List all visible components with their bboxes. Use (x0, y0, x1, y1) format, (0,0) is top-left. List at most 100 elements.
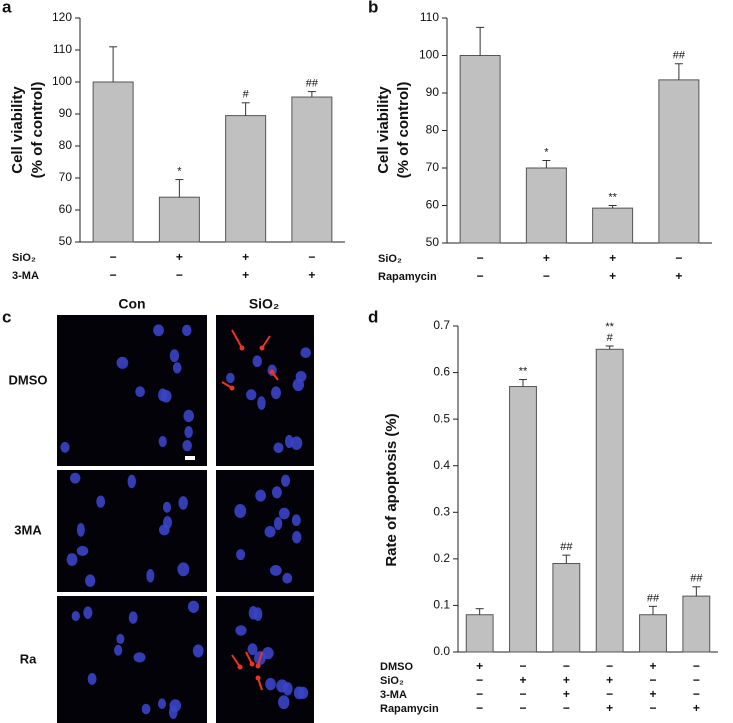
condition-sign: − (563, 659, 570, 673)
condition-sign: − (649, 701, 656, 715)
significance: ## (647, 592, 660, 604)
condition-sign: + (609, 251, 616, 265)
nucleus (187, 600, 200, 614)
condition-sign: − (477, 269, 484, 283)
condition-label: DMSO (380, 661, 413, 673)
nucleus (280, 474, 291, 487)
condition-sign: + (609, 269, 616, 283)
nucleus (257, 396, 266, 410)
condition-sign: − (519, 701, 526, 715)
nucleus (235, 625, 247, 636)
nucleus (153, 324, 164, 337)
significance: ** (608, 191, 617, 203)
significance: * (177, 166, 182, 178)
condition-sign: + (519, 673, 526, 687)
nucleus (69, 472, 81, 484)
condition-sign: + (543, 251, 550, 265)
condition-sign: − (110, 250, 117, 264)
y-tick-label: 0.4 (433, 458, 450, 472)
nucleus (146, 568, 155, 583)
condition-label: SiO₂ (380, 675, 404, 687)
column-label: SiO₂ (249, 296, 279, 312)
condition-sign: + (176, 250, 183, 264)
y-tick-label: 80 (59, 138, 73, 152)
arrow-head (249, 661, 255, 667)
condition-sign: + (649, 659, 656, 673)
condition-sign: − (563, 701, 570, 715)
y-axis-label: Cell viability (375, 86, 392, 174)
arrow-head (237, 664, 243, 670)
significance: ## (673, 50, 686, 62)
y-tick-label: 0.3 (433, 504, 450, 518)
nucleus (116, 356, 129, 369)
condition-sign: − (308, 250, 315, 264)
y-tick-label: 80 (426, 123, 440, 137)
nucleus (282, 572, 293, 584)
arrow (231, 329, 243, 349)
nucleus (158, 435, 167, 448)
bar (465, 614, 494, 653)
column-label: Con (118, 296, 145, 312)
nucleus (169, 349, 180, 363)
nucleus (273, 516, 283, 531)
nucleus (60, 441, 70, 453)
nucleus (66, 553, 78, 566)
y-tick-label: 60 (59, 202, 73, 216)
row-label: Ra (20, 651, 37, 666)
nucleus (290, 436, 303, 451)
condition-sign: + (476, 659, 483, 673)
nucleus (226, 372, 235, 384)
nucleus (271, 386, 282, 400)
bar (158, 196, 200, 243)
y-tick-label: 110 (420, 10, 439, 24)
nucleus (293, 686, 305, 700)
condition-sign: − (543, 269, 550, 283)
bar (552, 563, 581, 653)
nucleus (116, 633, 125, 644)
y-tick-label: 100 (52, 74, 72, 88)
bar (92, 81, 134, 243)
arrow-head (255, 675, 261, 681)
condition-label: Rapamycin (378, 271, 437, 283)
condition-sign: − (519, 659, 526, 673)
y-tick-label: 50 (59, 234, 73, 248)
bar (595, 348, 624, 653)
nucleus (262, 647, 274, 660)
y-tick-label: 100 (419, 48, 439, 62)
condition-label: Rapamycin (380, 703, 439, 715)
nucleus (135, 386, 145, 398)
y-tick-label: 90 (59, 106, 73, 120)
panel-letter: c (2, 307, 11, 326)
nucleus (300, 347, 311, 358)
y-tick-label: 0.1 (433, 598, 450, 612)
nucleus (192, 644, 204, 658)
nucleus (182, 324, 192, 337)
y-axis-label: (% of control) (395, 82, 412, 179)
condition-sign: − (606, 659, 613, 673)
row-label: 3MA (14, 522, 42, 537)
y-axis-label: (% of control) (29, 82, 46, 179)
nucleus (273, 442, 284, 454)
y-tick-label: 0.6 (433, 365, 450, 379)
nucleus (255, 489, 266, 502)
significance: ## (560, 541, 573, 553)
condition-sign: − (476, 701, 483, 715)
condition-label: SiO₂ (378, 253, 402, 265)
y-tick-label: 0.5 (433, 411, 450, 425)
significance: ** (605, 321, 614, 333)
y-tick-label: 0.2 (433, 551, 450, 565)
panel-letter: b (368, 0, 378, 16)
arrow-head (255, 663, 261, 669)
condition-sign: + (606, 701, 613, 715)
bar (639, 614, 667, 653)
bar (658, 79, 700, 244)
bar (682, 595, 711, 653)
nucleus (85, 574, 96, 588)
condition-label: 3-MA (12, 270, 39, 282)
bar (225, 115, 267, 243)
nucleus (96, 495, 106, 508)
condition-sign: − (693, 673, 700, 687)
nucleus (127, 474, 136, 489)
condition-sign: + (563, 673, 570, 687)
condition-sign: − (693, 687, 700, 701)
